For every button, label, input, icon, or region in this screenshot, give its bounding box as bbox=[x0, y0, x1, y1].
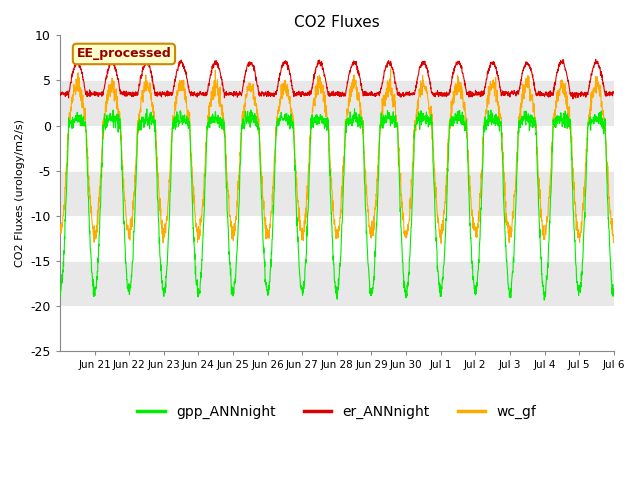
Bar bbox=[60, 126, 614, 171]
Bar bbox=[60, 81, 614, 126]
Bar bbox=[60, 261, 614, 306]
Bar bbox=[60, 36, 614, 81]
Y-axis label: CO2 Fluxes (urology/m2/s): CO2 Fluxes (urology/m2/s) bbox=[15, 119, 25, 267]
Bar bbox=[60, 171, 614, 216]
Title: CO2 Fluxes: CO2 Fluxes bbox=[294, 15, 380, 30]
Legend: gpp_ANNnight, er_ANNnight, wc_gf: gpp_ANNnight, er_ANNnight, wc_gf bbox=[132, 399, 542, 424]
Bar bbox=[60, 306, 614, 351]
Bar bbox=[60, 216, 614, 261]
Text: EE_processed: EE_processed bbox=[77, 48, 172, 60]
